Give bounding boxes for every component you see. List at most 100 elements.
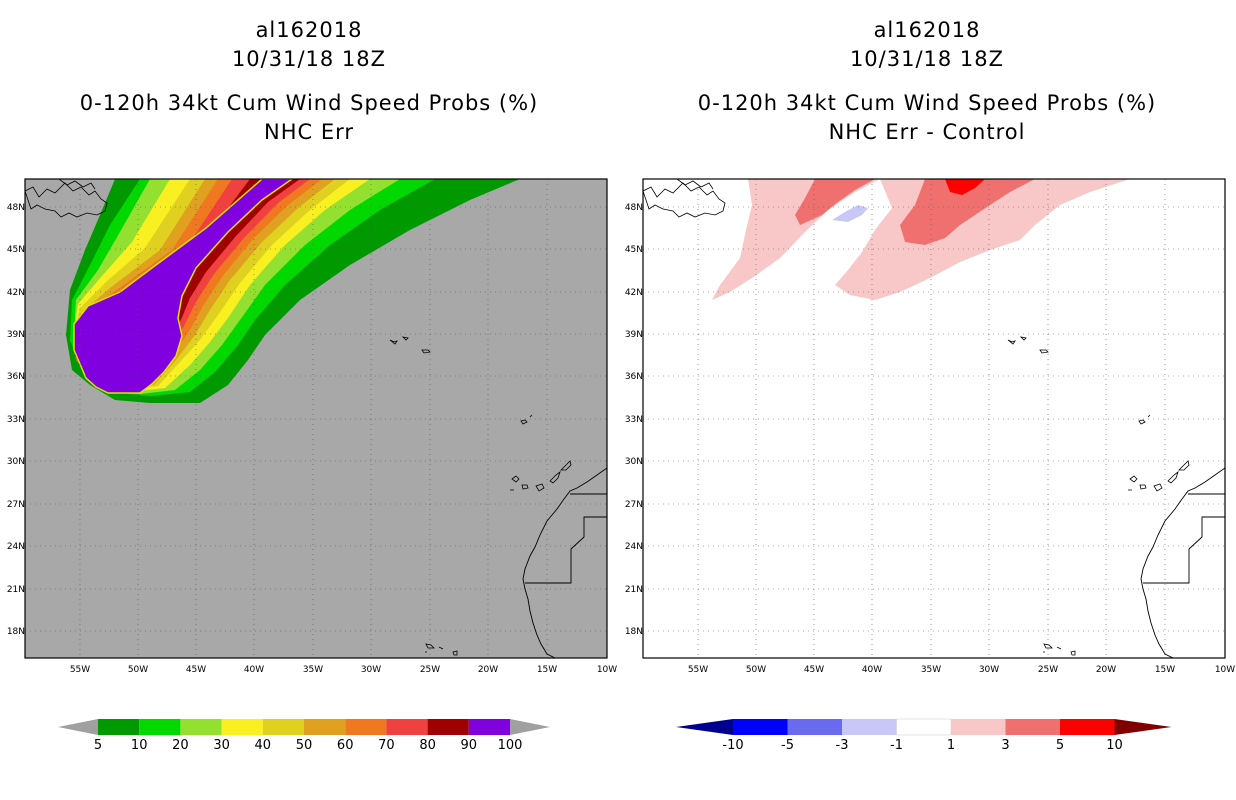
left-colorbar-swatch [345, 719, 387, 735]
right-colorbar-swatch [787, 719, 842, 735]
left-storm-id: al162018 [255, 18, 363, 42]
right-colorbar-high-arrow [1114, 719, 1172, 735]
left-product-title: 0-120h 34kt Cum Wind Speed Probs (%) [79, 91, 539, 115]
left-lat-label: 30N [7, 457, 25, 467]
left-lat-label: 33N [7, 415, 25, 425]
right-lon-label: 20W [1096, 665, 1116, 675]
right-lon-label: 35W [921, 665, 941, 675]
left-lon-label: 35W [303, 665, 323, 675]
right-colorbar-swatch [733, 719, 788, 735]
left-colorbar-swatch [98, 719, 140, 735]
right-lat-label: 27N [625, 500, 643, 510]
left-lon-label: 30W [361, 665, 381, 675]
right-colorbar-label: 1 [947, 738, 955, 753]
left-colorbar-swatch [427, 719, 469, 735]
left-lon-label: 20W [478, 665, 498, 675]
left-colorbar-label: 60 [337, 738, 354, 753]
right-lon-label: 30W [979, 665, 999, 675]
right-colorbar-swatch [1005, 719, 1060, 735]
left-colorbar-label: 5 [94, 738, 102, 753]
right-lat-label: 42N [625, 288, 643, 298]
left-lon-label: 40W [244, 665, 264, 675]
right-datetime: 10/31/18 18Z [849, 47, 1005, 71]
left-colorbar-swatch [304, 719, 346, 735]
right-product-title: 0-120h 34kt Cum Wind Speed Probs (%) [697, 91, 1157, 115]
right-lat-label: 18N [625, 627, 643, 637]
left-colorbar-label: 10 [131, 738, 148, 753]
right-lat-label: 33N [625, 415, 643, 425]
right-colorbar-label: -10 [722, 738, 743, 753]
right-lat-label: 21N [625, 585, 643, 595]
left-colorbar-label: 100 [498, 738, 523, 753]
left-lat-label: 27N [7, 500, 25, 510]
left-colorbar-label: 20 [172, 738, 189, 753]
left-lat-label: 45N [7, 245, 25, 255]
right-map-panel: 48N 45N 42N 39N 36N 33N 30N 27N 24N 21N 18N 55W 50W… [625, 178, 1235, 675]
left-lat-label: 18N [7, 627, 25, 637]
left-colorbar-label: 70 [378, 738, 395, 753]
left-colorbar-label: 80 [419, 738, 436, 753]
left-lat-label: 42N [7, 288, 25, 298]
left-gridlines [25, 179, 607, 658]
left-colorbar-low-arrow [58, 719, 98, 735]
left-lon-label: 10W [597, 665, 617, 675]
left-subtitle: NHC Err [263, 120, 354, 144]
left-colorbar-label: 50 [296, 738, 313, 753]
right-lat-label: 36N [625, 372, 643, 382]
left-lat-label: 36N [7, 372, 25, 382]
right-colorbar-label: 10 [1106, 738, 1123, 753]
right-colorbar-swatch [896, 718, 952, 736]
right-colorbar-label: -1 [890, 738, 903, 753]
left-lat-label: 48N [7, 203, 25, 213]
left-lon-label: 45W [186, 665, 206, 675]
left-colorbar-label: 30 [213, 738, 230, 753]
left-colorbar-label: 40 [255, 738, 272, 753]
left-lat-label: 39N [7, 330, 25, 340]
left-colorbar-swatch [180, 719, 222, 735]
right-title-block: al162018 10/31/18 18Z 0-120h 34kt Cum Wi… [618, 16, 1236, 147]
right-lat-label: 24N [625, 542, 643, 552]
right-lon-label: 45W [804, 665, 824, 675]
right-lon-label: 10W [1215, 665, 1235, 675]
left-colorbar-label: 90 [461, 738, 478, 753]
right-lat-label: 30N [625, 457, 643, 467]
right-colorbar-label: -5 [781, 738, 794, 753]
left-colorbar-swatch [386, 719, 428, 735]
right-colorbar-label: -3 [836, 738, 849, 753]
left-map-frame [24, 178, 608, 659]
right-storm-id: al162018 [873, 18, 981, 42]
right-colorbar-label: 3 [1001, 738, 1009, 753]
right-lat-label: 39N [625, 330, 643, 340]
right-colorbar-label: 5 [1056, 738, 1064, 753]
left-lon-labels: 55W 50W 45W 40W 35W 30W 25W 20W 15W 10W [70, 665, 617, 675]
left-colorbar-swatch [221, 719, 263, 735]
right-lon-label: 40W [862, 665, 882, 675]
left-probability-swath [66, 179, 520, 403]
right-map-frame [642, 178, 1226, 659]
left-lon-label: 15W [537, 665, 557, 675]
left-title-block: al162018 10/31/18 18Z 0-120h 34kt Cum Wi… [0, 16, 618, 147]
left-map-panel: 48N 45N 42N 39N 36N 33N 30N 27N 24N 21N 18N 55W 50W… [7, 178, 617, 675]
right-lon-label: 55W [688, 665, 708, 675]
left-colorbar-swatch [262, 719, 304, 735]
left-lat-labels: 48N 45N 42N 39N 36N 33N 30N 27N 24N 21N 18N [7, 203, 25, 637]
right-lon-label: 50W [746, 665, 766, 675]
left-colorbar-swatch [468, 719, 510, 735]
left-lon-label: 25W [420, 665, 440, 675]
right-colorbar-swatch [951, 719, 1006, 735]
right-colorbar: -10 -5 -3 -1 1 3 5 10 [676, 718, 1172, 753]
right-gridlines [643, 179, 1225, 658]
right-colorbar-swatch [842, 719, 897, 735]
left-colorbar-high-arrow [510, 719, 550, 735]
left-lon-label: 50W [128, 665, 148, 675]
right-colorbar-swatch [1060, 719, 1115, 735]
right-difference-field [712, 179, 1130, 300]
left-colorbar-swatch [139, 719, 181, 735]
right-subtitle: NHC Err - Control [828, 120, 1026, 144]
right-lat-labels: 48N 45N 42N 39N 36N 33N 30N 27N 24N 21N 18N [625, 203, 643, 637]
right-lon-labels: 55W 50W 45W 40W 35W 30W 25W 20W 15W 10W [688, 665, 1235, 675]
left-lat-label: 21N [7, 585, 25, 595]
right-lon-label: 15W [1155, 665, 1175, 675]
left-lat-label: 24N [7, 542, 25, 552]
